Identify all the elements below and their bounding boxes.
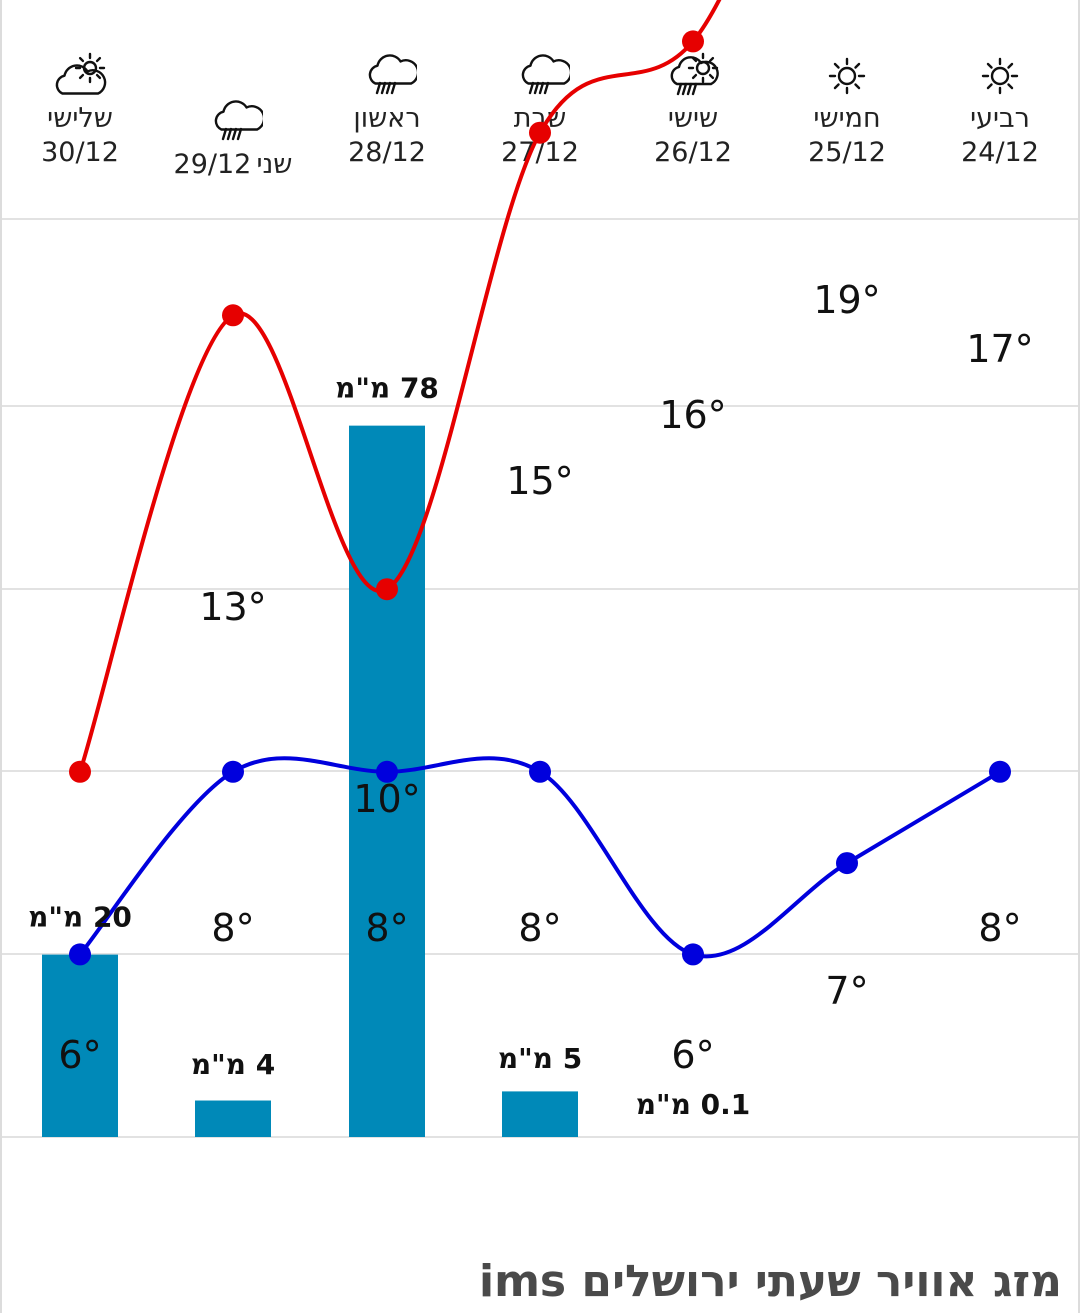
temp-label: 7° [825, 969, 868, 1013]
low-temp-point [682, 943, 704, 966]
forecast-header: רביעי 24/12 חמישי 25/12 שישי 26/12 שבת 27/12 ראש… [0, 0, 1080, 218]
day-date: 30/12 [41, 137, 119, 168]
day-column-25-12: חמישי 25/12 [770, 50, 924, 170]
temp-label: 16° [659, 393, 726, 437]
day-name: שני [256, 149, 293, 180]
temp-label: 10° [353, 777, 420, 821]
sun-cloud-rain-icon [670, 52, 719, 96]
day-name: חמישי [813, 103, 881, 134]
temp-label: 6° [58, 1033, 101, 1077]
temp-label: 17° [966, 327, 1033, 371]
precip-label: 20 מ"מ [28, 901, 132, 934]
sun-icon [828, 57, 866, 95]
day-date: 29/12 [173, 149, 252, 180]
precip-bar [42, 954, 118, 1137]
day-name: ראשון [353, 103, 421, 134]
precip-label: 0.1 מ"מ [636, 1088, 750, 1121]
temp-label: 19° [813, 278, 880, 322]
day-name: שישי [667, 103, 719, 134]
temp-label: 15° [506, 459, 573, 503]
temp-label: 8° [518, 906, 561, 950]
high-temp-series [69, 0, 722, 783]
day-date: 28/12 [348, 137, 426, 168]
grid [2, 218, 1078, 1138]
precip-bar [195, 1100, 271, 1137]
low-temp-point [69, 943, 91, 966]
day-date: 25/12 [808, 137, 886, 168]
day-column-29-12: שני 29/12 [156, 96, 310, 182]
partly-cloudy-icon [55, 52, 107, 95]
temp-label: 6° [671, 1033, 714, 1077]
sun-icon [981, 57, 1019, 95]
day-date: 24/12 [961, 137, 1039, 168]
precip-label: 78 מ"מ [335, 372, 439, 405]
low-temp-point [836, 852, 858, 875]
precip-label: 5 מ"מ [498, 1042, 582, 1075]
high-temp-point [222, 304, 244, 327]
cloud-rain-icon [214, 100, 263, 141]
high-temp-point [529, 121, 551, 144]
precip-label: 4 מ"מ [191, 1048, 275, 1081]
cloud-rain-icon [521, 54, 570, 95]
day-name: שלישי [47, 103, 113, 134]
day-column-24-12: רביעי 24/12 [923, 50, 1077, 170]
temp-label: 8° [365, 906, 408, 950]
day-column-26-12: שישי 26/12 [616, 50, 770, 170]
precip-bars [42, 425, 578, 1137]
cloud-rain-icon [368, 54, 417, 95]
chart-title: מזג אוויר שעתי ירושלים ims [478, 1256, 1062, 1307]
day-column-30-12: שלישי 30/12 [3, 50, 157, 170]
temp-label: 8° [211, 906, 254, 950]
low-temp-point [989, 760, 1011, 783]
low-temp-point [376, 760, 398, 783]
low-temp-series [69, 756, 1011, 966]
temp-label: 13° [199, 585, 266, 629]
temp-label: 8° [978, 906, 1021, 950]
day-date: 26/12 [654, 137, 732, 168]
day-name: רביעי [970, 103, 1030, 134]
low-temp-point [222, 760, 244, 783]
high-temp-point [376, 578, 398, 601]
precip-bar [502, 1091, 578, 1137]
day-column-28-12: ראשון 28/12 [310, 50, 464, 170]
high-temp-point [69, 760, 91, 783]
low-temp-point [529, 760, 551, 783]
high-temp-line [78, 0, 722, 773]
high-temp-point [682, 30, 704, 53]
